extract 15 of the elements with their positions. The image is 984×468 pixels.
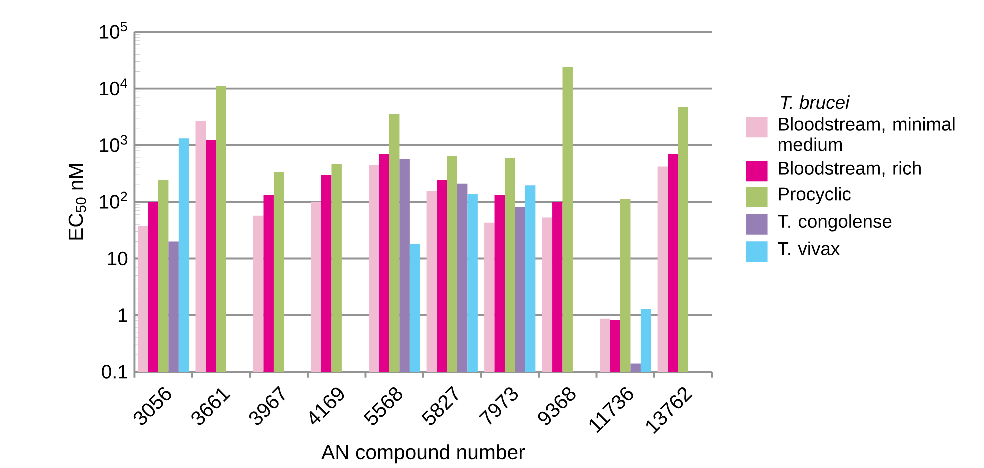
y-tick-label: 1 [119,308,128,322]
x-axis-title: AN compound number [322,444,526,464]
legend-label: Bloodstream, minimal medium [778,117,955,152]
legend-label: Procyclic [779,187,851,204]
legend-label: T. vivax [778,242,840,256]
y-tick-label: 10 [108,252,128,266]
y-tick-label: 10$^{2}$ [100,192,128,209]
y-tick-label: 0.1 [102,364,128,379]
y-tick-label: 10$^{3}$ [100,135,128,152]
legend-title: T. brucei [781,95,850,109]
y-axis-title: EC$_{50}$ nM [68,164,86,240]
y-tick-label: 10$^{5}$ [100,22,128,39]
legend-label: T. congolense [778,214,892,232]
y-tick-label: 10$^{4}$ [100,78,128,96]
legend-label: Bloodstream, rich [779,161,921,177]
